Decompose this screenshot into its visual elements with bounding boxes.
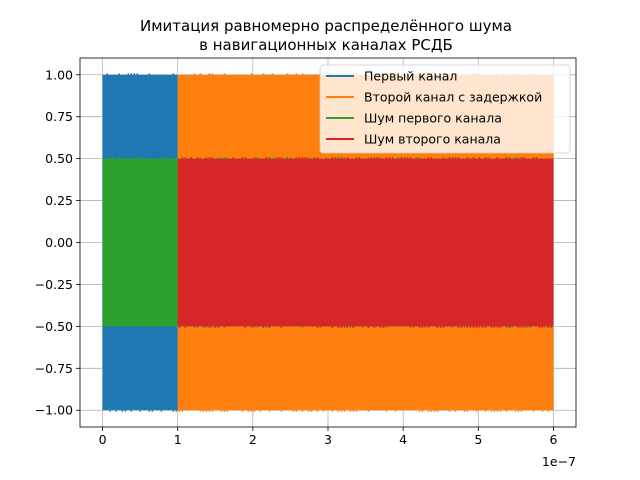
x-tick-label: 5 [474,432,482,447]
y-tick-label: −0.75 [35,361,73,376]
y-tick-label: 0.00 [45,235,73,250]
series-4-noise-edges [178,157,553,328]
y-tick-label: −1.00 [35,403,73,418]
x-tick-label: 6 [549,432,557,447]
y-tick-label: 1.00 [45,67,73,82]
series-4-band [177,158,554,327]
x-tick-label: 0 [99,432,107,447]
ticks: 0 1 2 3 4 5 6 1.00 0.75 0.50 0.25 0.00 −0.25 −0.50 −0.… [35,67,558,447]
legend: Первый канал Второй канал с задержкой Шум … [319,64,571,154]
y-tick-label: 0.50 [45,151,73,166]
y-tick-label: 0.75 [45,109,73,124]
x-offset-text: 1e−7 [542,454,576,469]
chart-title-line1: Имитация равномерно распределённого шума [140,17,512,35]
y-tick-label: 0.25 [45,193,73,208]
y-tick-label: −0.50 [35,319,73,334]
legend-label: Шум первого канала [364,111,502,126]
x-tick-label: 3 [324,432,332,447]
x-tick-label: 1 [174,432,182,447]
legend-label: Второй канал с задержкой [364,90,542,105]
legend-box [319,64,571,154]
legend-label: Шум второго канала [364,132,501,147]
x-tick-label: 4 [399,432,407,447]
x-tick-label: 2 [249,432,257,447]
chart-title-line2: в навигационных каналах РСДБ [199,36,453,54]
series-1-noise-edges [106,73,178,412]
y-tick-label: −0.25 [35,277,73,292]
legend-label: Первый канал [364,69,457,84]
